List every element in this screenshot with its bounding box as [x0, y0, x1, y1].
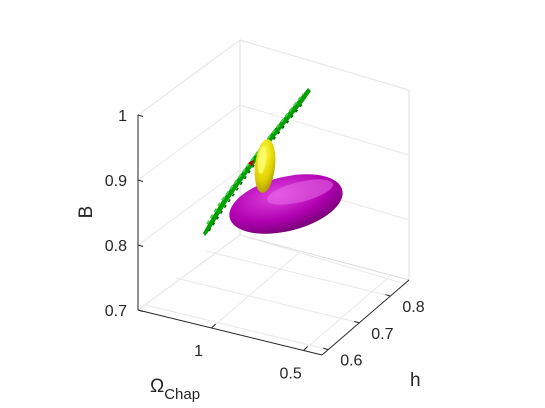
z-gridline-left: [137, 234, 241, 311]
gridlines: [137, 39, 410, 351]
z-tick: [137, 114, 144, 117]
x-axis-label: ΩChap: [150, 376, 200, 403]
z-gridline-back: [239, 104, 410, 156]
y-tick: [323, 347, 329, 351]
y-tick: [385, 294, 391, 297]
y-axis-line: [321, 279, 410, 356]
z-gridline-back: [239, 39, 410, 91]
surface-ellipsoid-magenta: [229, 174, 343, 234]
z-axis-label: B: [76, 206, 97, 219]
z-gridline-back: [239, 234, 410, 286]
y-gridline-floor: [206, 250, 391, 297]
z-tick: [137, 309, 144, 312]
z-gridline-left: [137, 169, 241, 246]
z-tick-label: 0.9: [105, 173, 127, 190]
y-tick-label: 0.6: [340, 353, 362, 370]
magenta-ellipsoid-highlight: [266, 179, 334, 205]
surface-ribbon-green: [203, 88, 311, 236]
x-axis-line: [137, 309, 323, 356]
z-tick: [137, 244, 144, 247]
x-axis-label-main: Ω: [150, 376, 164, 397]
z-tick: [137, 179, 144, 182]
surface-red-sliver: [248, 160, 254, 166]
y-gridline-floor: [175, 277, 360, 324]
axis-box-front: [137, 115, 410, 356]
yellow-ellipsoid-highlight: [257, 146, 267, 174]
x-gridline-floor: [303, 275, 391, 351]
x-tick-label: 0.5: [279, 366, 301, 383]
z-tick-label: 0.8: [105, 238, 127, 255]
back-floor-right: [239, 234, 410, 281]
x-gridline-floor: [211, 252, 299, 329]
green-ribbon-body: [203, 88, 311, 236]
red-sliver: [248, 160, 254, 166]
y-tick-label: 0.7: [371, 326, 393, 343]
x-tick-label: 1: [194, 343, 203, 360]
x-tick: [211, 323, 216, 329]
x-axis-label-subscript: Chap: [164, 386, 200, 403]
tick-labels: 0.7 0.8 0.9 1 1 0.5 0.6 0.7 0.8: [105, 108, 425, 383]
y-tick-label: 0.8: [402, 299, 424, 316]
z-tick-label: 0.7: [105, 303, 127, 320]
surface-ellipsoid-yellow: [254, 139, 276, 193]
tick-marks: [137, 114, 391, 351]
y-tick: [354, 320, 360, 324]
green-ribbon-shadow: [208, 101, 305, 232]
y-gridline-floor: [144, 304, 329, 351]
y-axis-label: h: [410, 370, 421, 391]
x-tick: [303, 346, 308, 351]
z-gridline-left: [137, 104, 241, 181]
z-tick-label: 1: [118, 108, 127, 125]
z-gridline-left: [137, 39, 241, 116]
